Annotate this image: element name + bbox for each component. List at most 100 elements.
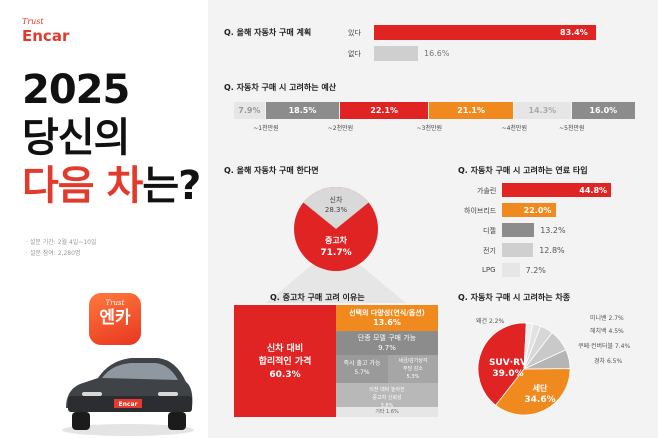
reasons-treemap: 신차 대비 합리적인 가격 60.3% 선택의 다양성(연식/옵션) 13.6%…: [234, 305, 438, 417]
pie-value-new-car: 28.3%: [325, 206, 348, 214]
fuel-type-title: Q. 자동차 구매 시 고려하는 연료 타입: [458, 166, 588, 175]
headline-highlight: 다음 차: [22, 163, 143, 209]
treemap-value-trust: 3.8%: [380, 403, 394, 409]
treemap-label-instant: 즉시 출고 가능: [343, 360, 381, 367]
treemap-value-price: 60.3%: [269, 370, 301, 380]
treemap-label-discontinued: 단종 모델 구매 가능: [357, 334, 417, 342]
vehicle-value-sedan: 34.6%: [524, 395, 555, 405]
fuel-value-4: 7.2%: [525, 266, 546, 275]
budget-tick-label-4: ~5천만원: [559, 125, 585, 132]
budget-title: Q. 자동차 구매 시 고려하는 예산: [224, 83, 337, 92]
pie-value-used-car: 71.7%: [320, 248, 351, 258]
license-plate-text: Encar: [119, 401, 138, 408]
treemap-value-tax: 5.3%: [406, 374, 420, 380]
vehicle-type-title: Q. 자동차 구매 시 고려하는 차종: [458, 293, 571, 302]
budget-tick-label-2: ~3천만원: [416, 125, 443, 132]
purchase-plan-label-yes: 있다: [348, 29, 361, 37]
purchase-plan-value-no: 16.6%: [424, 49, 450, 58]
treemap-cell-other: 기타 1.6%: [336, 407, 438, 417]
budget-tick-label-0: ~1천만원: [253, 125, 279, 132]
fuel-value-2: 13.2%: [540, 226, 566, 235]
app-icon-tagline: Trust: [105, 299, 125, 307]
budget-segment-3: 21.1%: [429, 102, 514, 119]
fuel-bar-4: [502, 263, 520, 277]
headline-line3: 다음 차는?: [22, 162, 201, 210]
budget-segment-4: 14.3%: [514, 102, 571, 119]
purchase-plan-bar-yes: [374, 25, 596, 40]
encar-logo: Trust Encar: [22, 18, 69, 45]
treemap-label-trust: 이전 대비 높아진 중고차 신뢰성: [369, 387, 405, 401]
vehicle-label-sedan: 세단: [533, 383, 548, 393]
budget-tick-label-1: ~2천만원: [327, 125, 354, 132]
logo-tagline: Trust: [22, 17, 44, 26]
fuel-label-2: 디젤: [483, 227, 496, 235]
budget-tick-label-3: ~4천만원: [501, 125, 527, 132]
headline-line2: 당신의: [22, 115, 130, 161]
treemap-value-other: 1.6%: [386, 409, 399, 415]
treemap-cell-instant: 즉시 출고 가능 5.7%: [336, 355, 388, 383]
headline: 2025 당신의 다음 차는?: [22, 66, 201, 210]
fuel-label-1: 하이브리드: [464, 207, 497, 215]
purchase-plan-bar-no: [374, 46, 418, 61]
treemap-label-variety: 선택의 다양성(연식/옵션): [349, 309, 425, 317]
headline-suffix: 는?: [142, 163, 201, 209]
vehicle-slice-6: [523, 322, 534, 370]
fuel-bar-1: [502, 203, 556, 217]
vehicle-small-label-coupe: 쿠페·컨버터블 7.4%: [578, 343, 631, 350]
purchase-plan-value-yes: 83.4%: [560, 28, 588, 37]
fuel-bar-2: [502, 223, 535, 237]
encar-app-icon: Trust 엔카: [89, 293, 141, 345]
treemap-cell-variety: 선택의 다양성(연식/옵션) 13.6%: [336, 305, 438, 331]
license-plate: [114, 399, 142, 408]
vehicle-slice-0: [477, 322, 527, 406]
treemap-cell-price: 신차 대비 합리적인 가격 60.3%: [234, 305, 336, 417]
pie-label-used-car: 중고차: [325, 235, 348, 245]
fuel-value-3: 12.8%: [539, 246, 565, 255]
fuel-label-0: 가솔린: [477, 187, 497, 195]
purchase-plan-label-no: 없다: [348, 50, 361, 58]
treemap-cell-discontinued: 단종 모델 구매 가능 9.7%: [336, 331, 438, 355]
treemap-value-variety: 13.6%: [373, 318, 401, 327]
fuel-bar-0: [502, 183, 612, 197]
app-icon-name: 엔카: [99, 308, 131, 328]
treemap-label-tax: 세금/감가상각 부담 감소: [398, 358, 428, 372]
survey-participants: · 설문 참여: 2,280명: [26, 250, 81, 257]
treemap-cell-tax: 세금/감가상각 부담 감소 5.3%: [388, 355, 438, 383]
left-panel: Trust Encar 2025 당신의 다음 차는? · 설문 기간: 2월 …: [0, 0, 208, 438]
treemap-value-instant: 5.7%: [354, 369, 370, 376]
fuel-value-0: 44.8%: [579, 186, 608, 195]
new-vs-used-title: Q. 올해 자동차 구매 한다면: [224, 166, 319, 175]
fuel-bar-3: [502, 243, 534, 257]
vehicle-small-label-hatchback: 해치백 4.5%: [590, 328, 624, 335]
budget-segment-2: 22.1%: [340, 102, 429, 119]
treemap-label-other: 기타: [375, 409, 385, 415]
vehicle-type-pie: SUV·RV 39.0% 세단 34.6%: [477, 322, 571, 416]
logo-wordmark: Encar: [22, 27, 70, 45]
vehicle-small-label-minivan: 미니밴 2.7%: [590, 315, 624, 322]
fuel-label-3: 전기: [483, 247, 496, 255]
headline-year: 2025: [22, 67, 130, 113]
pie-label-new-car: 신차: [330, 195, 343, 204]
vehicle-small-label-wagon: 왜건 2.2%: [476, 318, 505, 325]
purchase-plan-title: Q. 올해 자동차 구매 계획: [224, 28, 312, 37]
right-panel: Q. 올해 자동차 구매 계획 있다 83.4% 없다 16.6% Q. 자동차…: [208, 0, 658, 438]
survey-info: · 설문 기간: 2월 4일~10일 · 설문 참여: 2,280명: [26, 237, 97, 259]
vehicle-small-label-compact: 경차 6.5%: [594, 358, 623, 365]
treemap-value-discontinued: 9.7%: [378, 344, 396, 352]
pie-slice-new-car: [303, 186, 369, 229]
budget-segment-5: 16.0%: [571, 102, 635, 119]
pie-callout-triangle: [266, 245, 406, 303]
survey-period: · 설문 기간: 2월 4일~10일: [26, 239, 97, 246]
new-vs-used-pie: 신차 28.3% 중고차 71.7%: [266, 186, 406, 303]
vehicle-value-suv: 39.0%: [492, 369, 523, 379]
vehicle-label-suv: SUV·RV: [489, 358, 527, 368]
treemap-cell-trust: 이전 대비 높아진 중고차 신뢰성 3.8%: [336, 383, 438, 409]
budget-segment-0: 7.9%: [234, 102, 265, 119]
fuel-value-1: 22.0%: [523, 206, 552, 215]
vehicle-slice-1: [495, 368, 571, 416]
budget-segment-1: 18.5%: [265, 102, 340, 119]
treemap-label-price: 신차 대비 합리적인 가격: [258, 344, 312, 367]
car-icon: Encar: [62, 358, 194, 436]
fuel-label-4: LPG: [482, 266, 496, 274]
reasons-title: Q. 중고차 구매 고려 이유는: [270, 293, 365, 302]
